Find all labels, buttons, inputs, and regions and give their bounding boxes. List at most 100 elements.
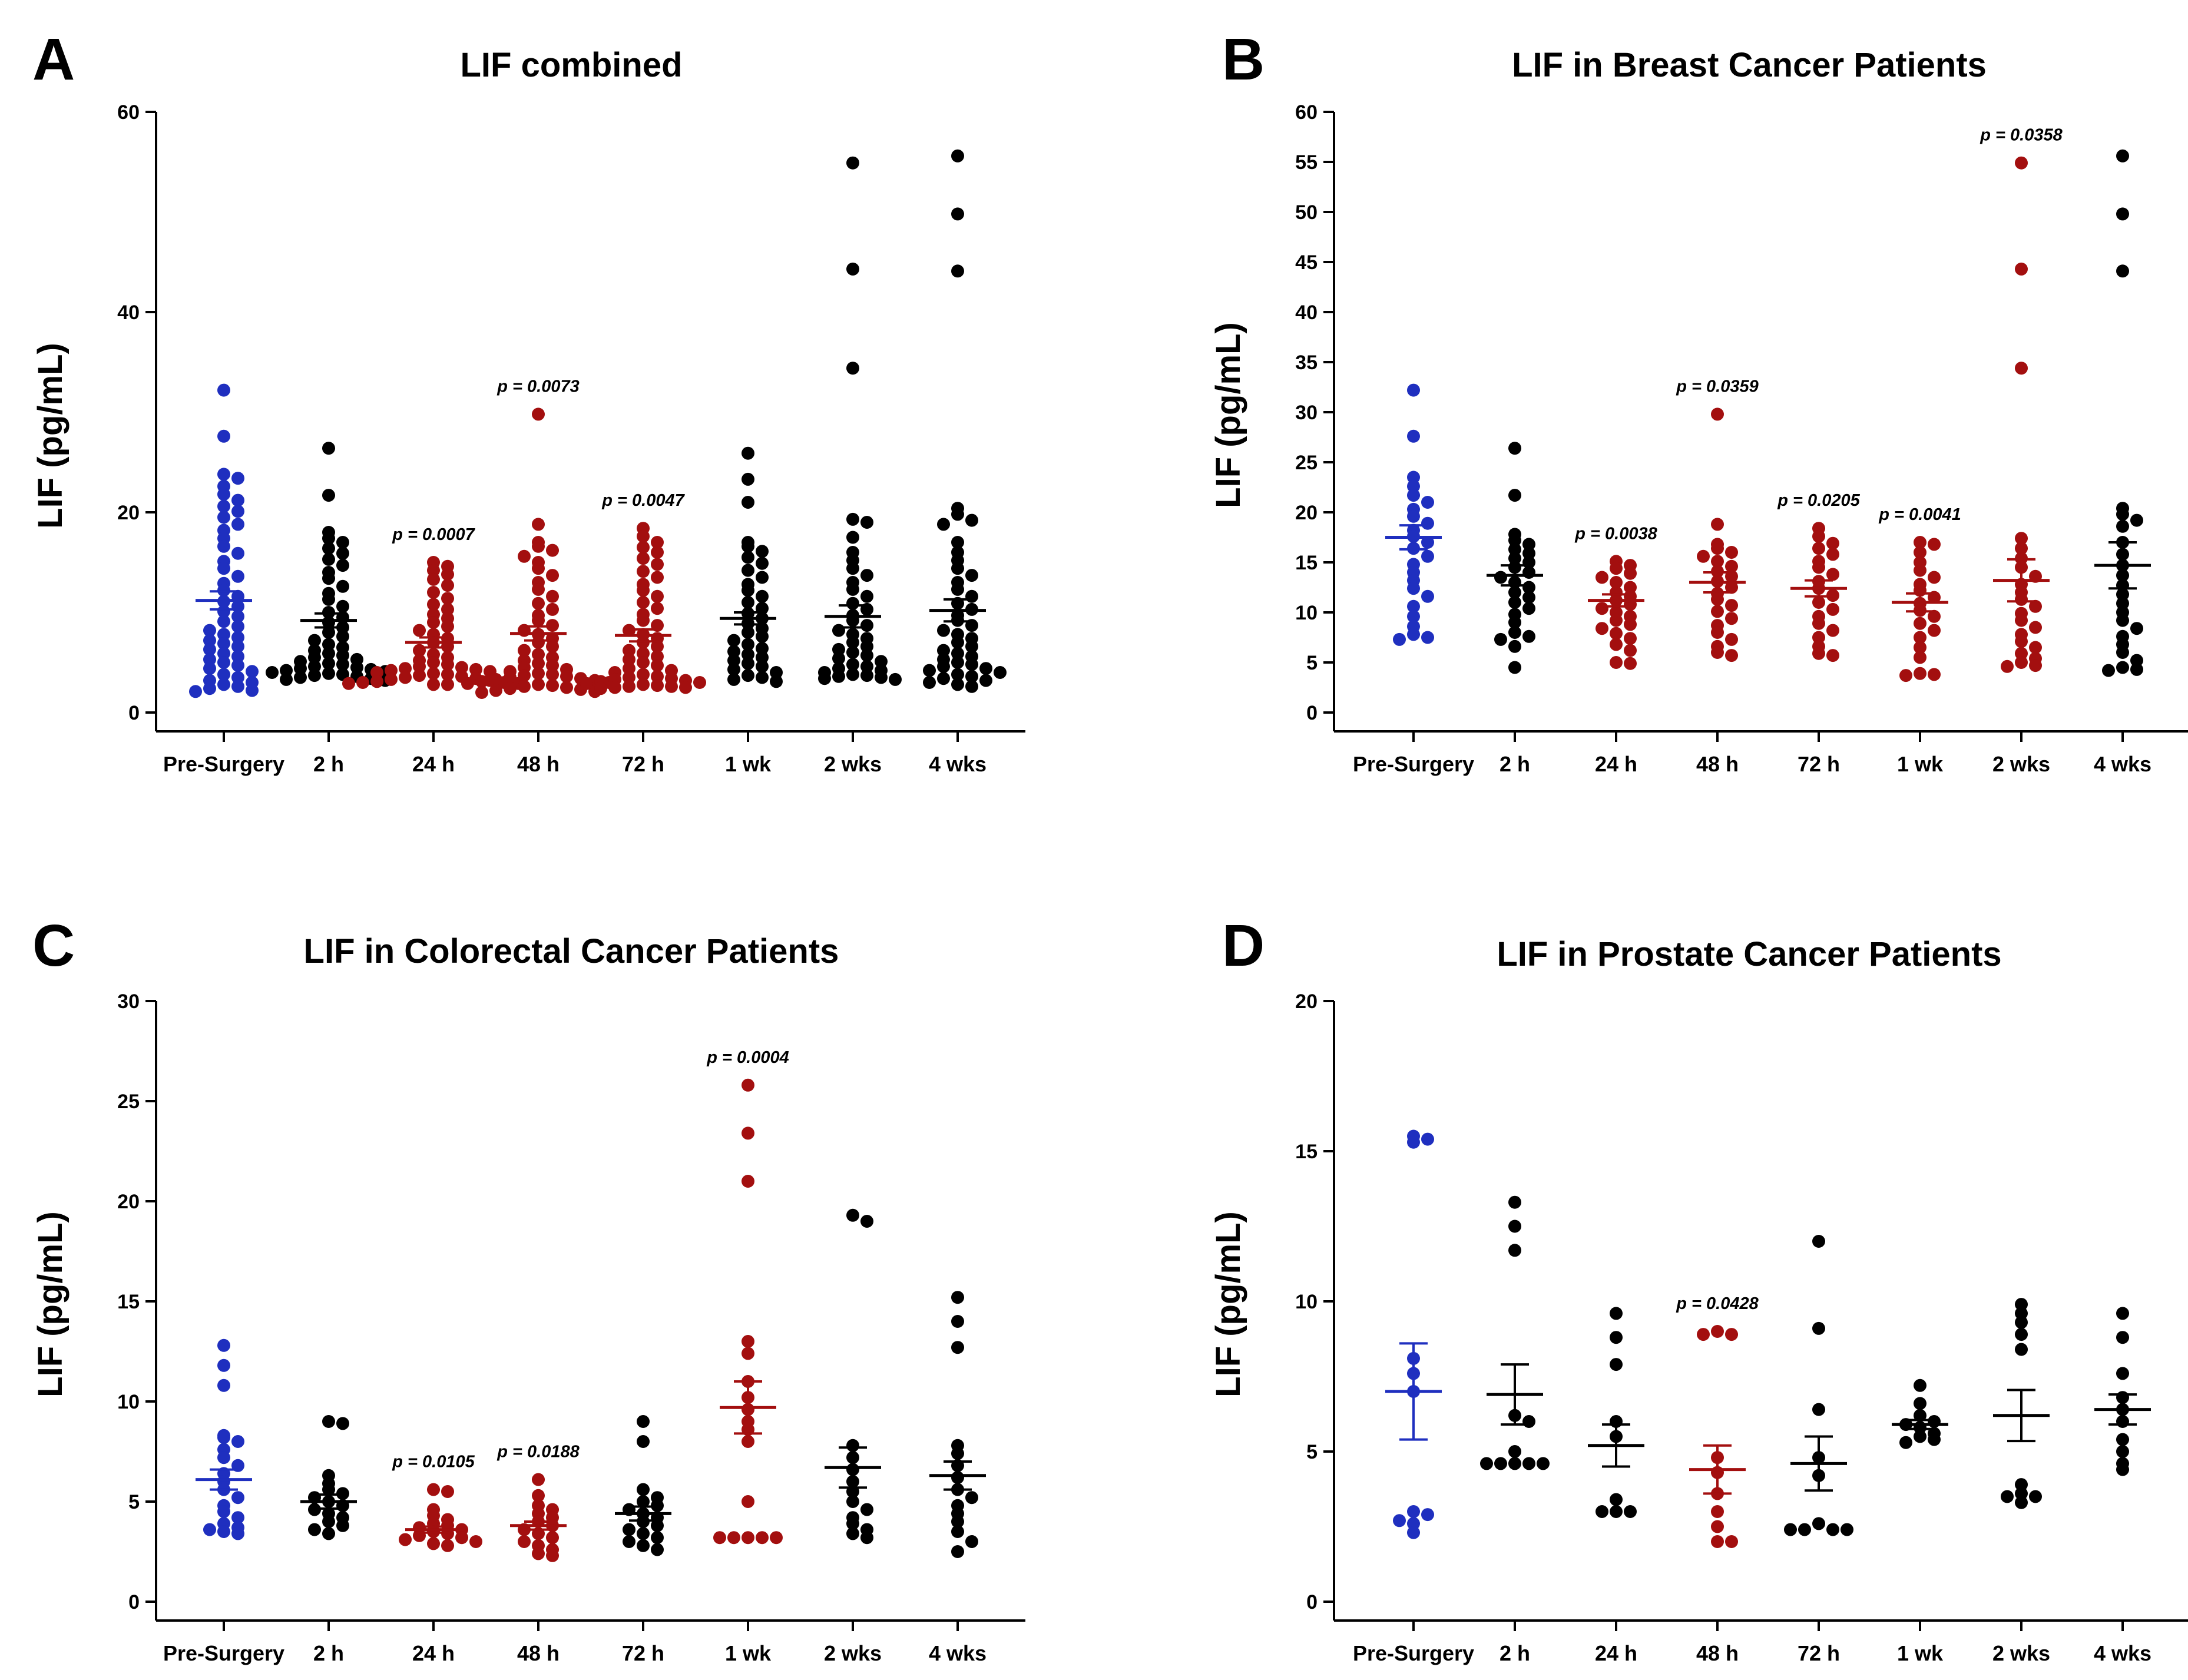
data-point — [1914, 536, 1927, 549]
data-point — [679, 681, 692, 694]
data-point — [1407, 489, 1420, 502]
data-point — [1812, 542, 1825, 555]
chart-title: LIF combined — [461, 46, 683, 84]
x-tick-label: 1 wk — [1897, 1641, 1944, 1665]
data-point — [1421, 496, 1434, 509]
y-tick-label: 20 — [117, 1191, 140, 1213]
data-point — [546, 659, 559, 672]
data-point — [1841, 1523, 1853, 1536]
data-point — [860, 649, 873, 662]
data-point — [1407, 509, 1420, 523]
data-point — [1826, 548, 1839, 561]
data-point — [1928, 1415, 1941, 1428]
data-point — [1610, 1493, 1623, 1506]
data-point — [2116, 661, 2129, 674]
data-point — [231, 680, 244, 693]
data-point — [923, 676, 936, 689]
data-point — [2116, 1463, 2129, 1476]
data-point — [217, 1525, 230, 1538]
data-point — [217, 539, 230, 553]
data-point — [518, 669, 531, 682]
x-tick-label: 4 wks — [2094, 1641, 2151, 1665]
data-point — [231, 1491, 244, 1505]
data-point — [231, 650, 244, 663]
data-point — [951, 264, 964, 278]
y-tick-label: 20 — [117, 502, 140, 524]
data-point — [860, 639, 873, 653]
data-point — [231, 659, 244, 672]
data-point — [504, 682, 517, 695]
data-point — [518, 1535, 531, 1548]
data-point — [1610, 1358, 1623, 1371]
data-point — [727, 634, 740, 647]
data-point — [1624, 566, 1637, 580]
data-point — [742, 1347, 754, 1360]
data-point — [441, 658, 454, 671]
data-point — [1812, 617, 1825, 630]
data-point — [1711, 626, 1724, 639]
data-point — [965, 658, 978, 671]
data-point — [294, 662, 307, 675]
data-point — [532, 562, 545, 575]
data-point — [2015, 1307, 2028, 1320]
data-point — [217, 647, 230, 660]
data-point — [322, 626, 335, 639]
data-point — [1914, 651, 1927, 664]
data-point — [1596, 622, 1608, 635]
data-point — [546, 589, 559, 603]
data-point — [1826, 602, 1839, 616]
data-point — [1393, 1514, 1406, 1527]
data-point — [846, 646, 859, 659]
data-point — [594, 682, 607, 695]
data-point — [637, 1539, 650, 1552]
data-point — [860, 619, 873, 632]
data-point — [637, 584, 650, 597]
data-point — [860, 669, 873, 682]
data-point — [756, 545, 769, 558]
x-tick-label: 24 h — [1595, 1641, 1637, 1665]
data-point — [937, 518, 950, 531]
data-point — [532, 582, 545, 596]
data-point — [651, 1543, 664, 1556]
data-point — [951, 582, 964, 596]
data-point — [1610, 614, 1623, 627]
data-point — [1421, 536, 1434, 549]
data-point — [441, 568, 454, 581]
data-point — [623, 671, 635, 684]
data-point — [1610, 562, 1623, 575]
data-point — [1711, 592, 1724, 606]
data-point — [1725, 612, 1738, 625]
data-point — [1407, 609, 1420, 623]
data-point — [203, 652, 216, 666]
data-point — [1899, 669, 1912, 682]
data-point — [336, 599, 349, 613]
x-tick-label: 24 h — [412, 1641, 455, 1665]
data-point — [441, 678, 454, 691]
data-point — [1812, 1517, 1825, 1530]
data-point — [461, 677, 474, 690]
data-point — [937, 660, 950, 673]
data-point — [2015, 1343, 2028, 1356]
data-point — [951, 656, 964, 669]
data-point — [951, 149, 964, 163]
data-point — [1812, 561, 1825, 574]
data-point — [965, 639, 978, 653]
data-point — [1596, 602, 1608, 615]
data-point — [756, 642, 769, 655]
panel-d: D LIF in Prostate Cancer Patients LIF (p… — [1209, 913, 2188, 1665]
data-point — [623, 652, 635, 666]
y-tick-label: 20 — [1295, 990, 1318, 1013]
data-point — [322, 647, 335, 660]
data-point — [322, 532, 335, 545]
data-point — [217, 383, 230, 397]
data-point — [1711, 1325, 1724, 1338]
data-point — [1610, 1307, 1623, 1320]
data-point — [1784, 1523, 1797, 1536]
data-point — [427, 598, 440, 611]
data-point — [1522, 546, 1535, 560]
data-point — [1624, 618, 1637, 631]
data-point — [1826, 649, 1839, 662]
data-point — [518, 549, 531, 563]
data-point — [1899, 1436, 1912, 1449]
data-point — [336, 1519, 349, 1532]
